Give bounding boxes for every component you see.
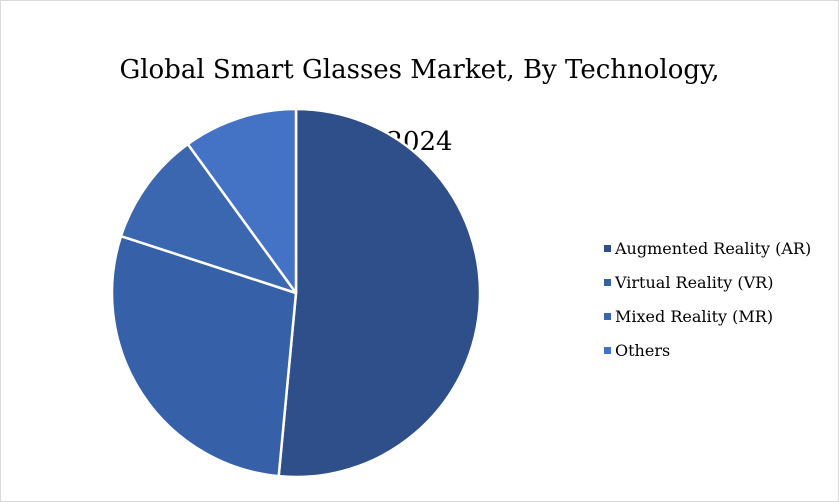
legend-swatch-ar — [604, 244, 611, 252]
legend-label-mr: Mixed Reality (MR) — [615, 306, 774, 326]
legend-label-others: Others — [615, 340, 671, 360]
legend-item-mr: Mixed Reality (MR) — [604, 299, 811, 333]
legend-swatch-others — [604, 346, 611, 354]
legend-swatch-mr — [604, 312, 611, 320]
pie-slice-mr — [119, 142, 298, 295]
pie-slice-vr — [110, 234, 298, 478]
legend-item-others: Others — [604, 333, 811, 367]
legend-item-ar: Augmented Reality (AR) — [604, 231, 811, 265]
legend-item-vr: Virtual Reality (VR) — [604, 265, 811, 299]
chart-legend: Augmented Reality (AR) Virtual Reality (… — [604, 231, 811, 367]
pie-slice-others — [186, 107, 298, 295]
legend-label-vr: Virtual Reality (VR) — [615, 272, 774, 292]
chart-title-line-1: Global Smart Glasses Market, By Technolo… — [119, 55, 720, 85]
pie-slice-ar — [277, 107, 482, 479]
legend-label-ar: Augmented Reality (AR) — [615, 238, 812, 258]
legend-swatch-vr — [604, 278, 611, 286]
